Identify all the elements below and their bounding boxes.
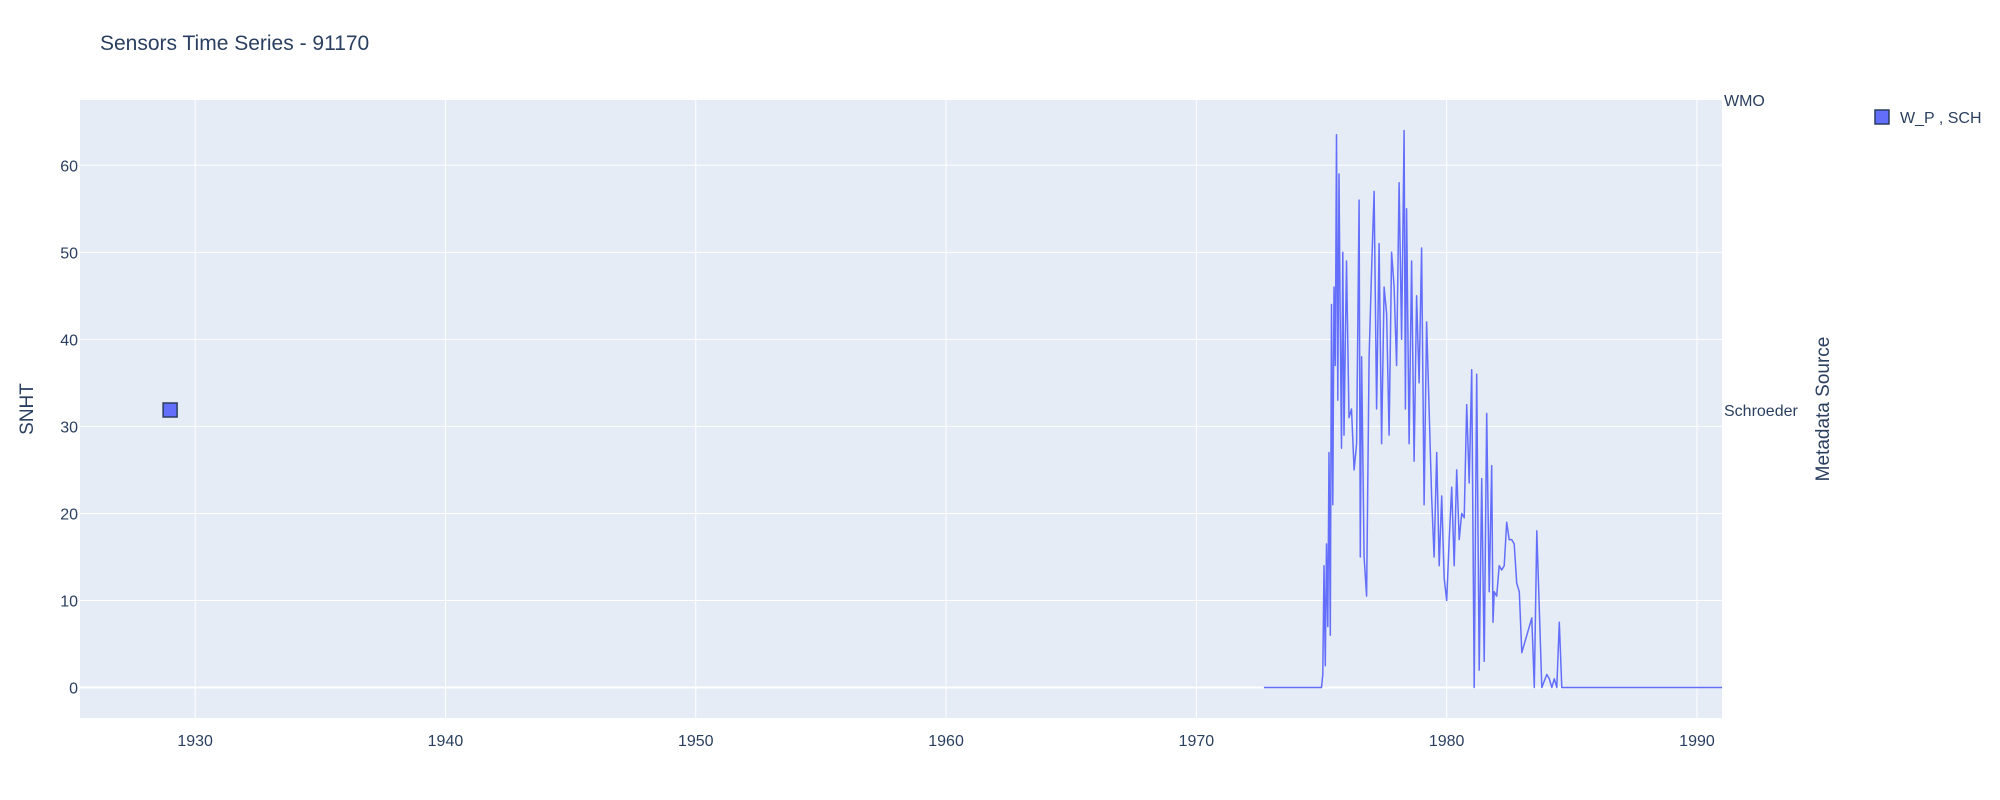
x-tick-1960: 1960 — [928, 733, 964, 750]
marker-layer — [162, 402, 178, 418]
metadata-marker-0[interactable] — [162, 402, 178, 418]
x-tick-1950: 1950 — [678, 733, 714, 750]
x-axis-ticks: 1930 1940 1950 1960 1970 1980 1990 — [177, 733, 1715, 750]
chart-title: Sensors Time Series - 91170 — [100, 32, 369, 55]
legend[interactable]: W_P , SCH — [1874, 109, 1982, 127]
x-tick-1940: 1940 — [428, 733, 464, 750]
y-tick-30: 30 — [60, 419, 78, 436]
x-tick-1930: 1930 — [177, 733, 213, 750]
x-tick-1990: 1990 — [1679, 733, 1715, 750]
x-tick-1970: 1970 — [1179, 733, 1215, 750]
y-gridlines — [80, 164, 1722, 689]
y2-axis-ticks: Schroeder WMO — [1724, 93, 1798, 420]
x-tick-1980: 1980 — [1429, 733, 1465, 750]
y-tick-50: 50 — [60, 245, 78, 262]
legend-swatch-w-p-sch[interactable] — [1874, 109, 1890, 125]
series-layer — [1263, 129, 1722, 689]
y-axis-title: SNHT — [17, 383, 38, 435]
y2-tick-schroeder: Schroeder — [1724, 403, 1798, 420]
y-axis-ticks: 0 10 20 30 40 50 60 — [60, 158, 78, 697]
series-line-0[interactable] — [1263, 129, 1722, 689]
y2-tick-wmo: WMO — [1724, 93, 1765, 110]
y2-axis-title: Metadata Source — [1813, 337, 1834, 482]
y-tick-20: 20 — [60, 506, 78, 523]
plot-area[interactable] — [80, 100, 1722, 718]
y-tick-10: 10 — [60, 593, 78, 610]
legend-label-w-p-sch[interactable]: W_P , SCH — [1900, 110, 1982, 127]
x-gridlines — [194, 100, 1698, 718]
y-tick-0: 0 — [69, 681, 78, 698]
y-tick-40: 40 — [60, 332, 78, 349]
y-tick-60: 60 — [60, 158, 78, 175]
